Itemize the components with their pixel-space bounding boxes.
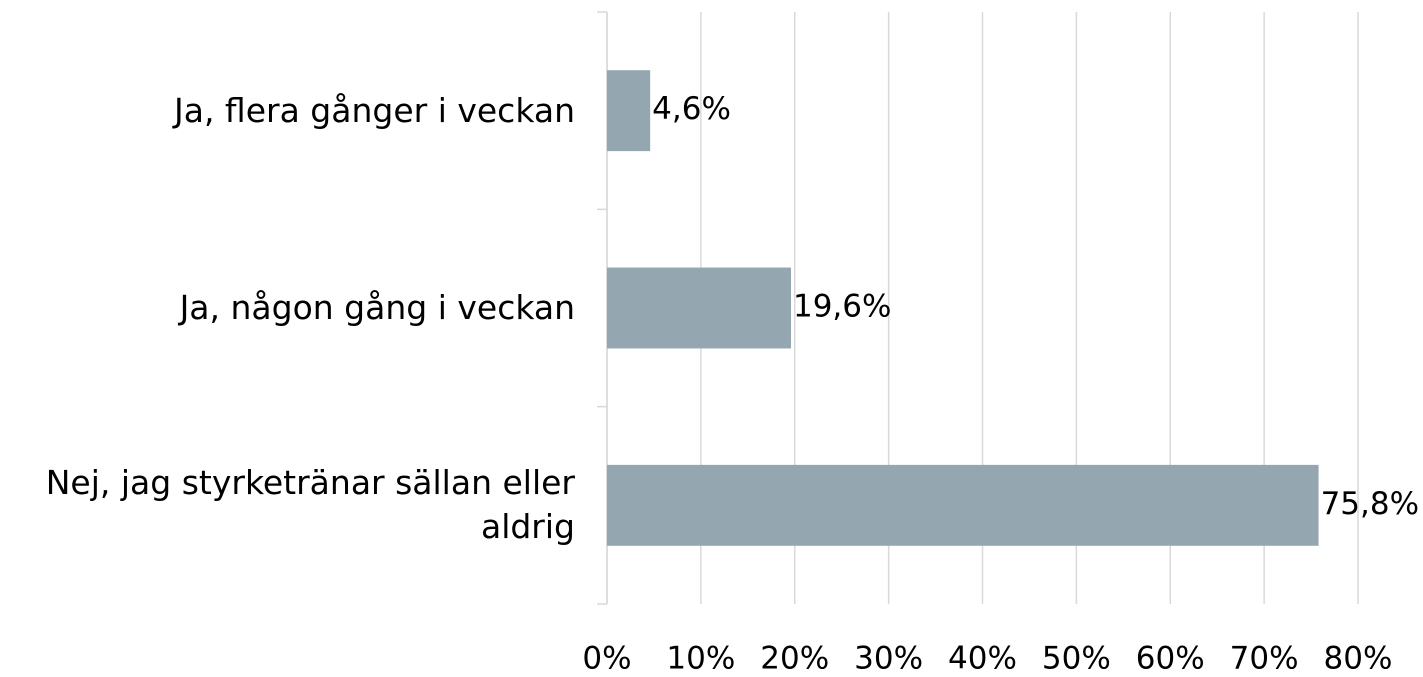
data-label: 75,8% bbox=[1321, 486, 1419, 522]
x-tick-label: 80% bbox=[1324, 641, 1393, 677]
x-tick-label: 50% bbox=[1042, 641, 1111, 677]
bar bbox=[607, 70, 651, 152]
x-tick-label: 70% bbox=[1230, 641, 1299, 677]
x-tick-label: 60% bbox=[1136, 641, 1205, 677]
bar bbox=[607, 267, 791, 349]
x-tick-label: 10% bbox=[666, 641, 735, 677]
x-tick-label: 40% bbox=[948, 641, 1017, 677]
y-tick-label: Ja, någon gång i veckan bbox=[179, 288, 575, 327]
x-tick-label: 20% bbox=[760, 641, 829, 677]
data-label: 19,6% bbox=[793, 289, 891, 325]
y-tick-label: Ja, flera gånger i veckan bbox=[174, 90, 575, 130]
x-tick-label: 30% bbox=[854, 641, 923, 677]
x-tick-label: 0% bbox=[582, 641, 631, 677]
bar bbox=[607, 464, 1319, 546]
data-label: 4,6% bbox=[652, 91, 731, 127]
y-tick-label: Nej, jag styrketränar sällan eller aldri… bbox=[45, 463, 575, 547]
